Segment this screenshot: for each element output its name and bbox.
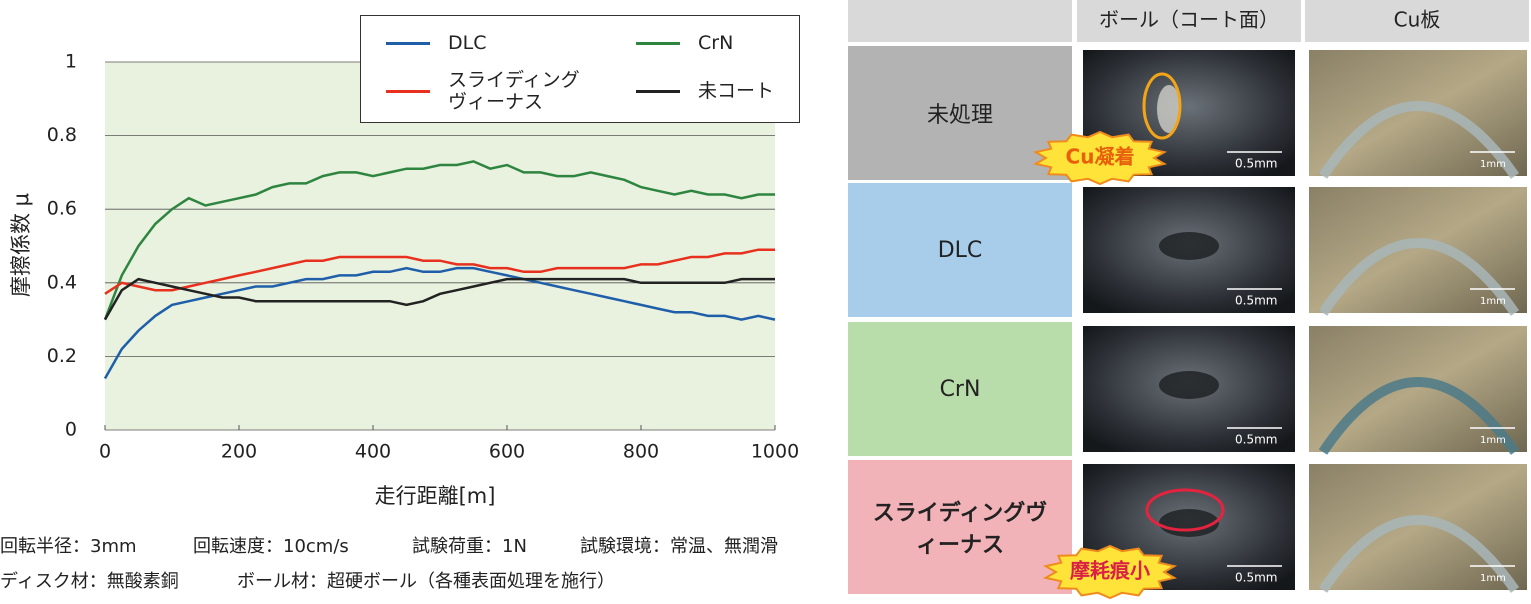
wear-track	[1318, 238, 1520, 316]
legend-label: CrN	[698, 32, 734, 54]
legend-swatch	[386, 90, 430, 93]
scale-label: 0.5mm	[1235, 571, 1277, 585]
x-tick-label: 600	[489, 441, 525, 463]
note: ディスク材：無酸素銅	[0, 571, 179, 592]
header-cell	[848, 0, 1072, 42]
badge-label: Cu凝着	[1066, 145, 1135, 169]
header-cell	[1305, 0, 1529, 42]
legend: DLC CrN スライディングヴィーナス 未コート	[360, 15, 800, 123]
wear-scar	[1159, 232, 1219, 260]
cu-image	[1309, 187, 1527, 313]
legend-label: 未コート	[698, 80, 775, 102]
wear-track	[1318, 101, 1520, 179]
x-axis-label: 走行距離[m]	[375, 484, 496, 508]
wear-scar	[1159, 509, 1219, 537]
highlight-ring	[1145, 488, 1225, 532]
row-header-cell	[848, 46, 1072, 180]
scale-label: 0.5mm	[1235, 157, 1277, 171]
wear-scar	[1159, 371, 1219, 399]
row-label: CrN	[939, 376, 981, 402]
cu-image	[1309, 50, 1527, 176]
y-tick-label: 0.8	[47, 124, 77, 146]
legend-swatch	[636, 90, 680, 93]
y-tick-label: 0.6	[47, 198, 77, 220]
y-tick-label: 0	[65, 419, 77, 441]
wear-track	[1318, 515, 1520, 593]
y-axis-label: 摩擦係数 μ	[9, 193, 33, 297]
column-header: Cu板	[1394, 8, 1441, 32]
row-header-cell	[848, 460, 1072, 594]
y-tick-label: 0.4	[47, 271, 77, 293]
note: 試験環境：常温、無潤滑	[580, 536, 778, 557]
note: ボール材：超硬ボール（各種表面処理を施行）	[237, 571, 615, 592]
header-cell	[1077, 0, 1301, 42]
cu-image	[1309, 326, 1527, 452]
column-header: ボール（コート面）	[1099, 8, 1279, 32]
data-line	[103, 277, 775, 321]
cu-image	[1309, 464, 1527, 590]
badge-label: 摩耗痕小	[1070, 559, 1150, 583]
x-tick-label: 0	[99, 441, 111, 463]
row-header-cell	[848, 322, 1072, 456]
y-tick-label: 0.2	[47, 345, 77, 367]
data-line	[103, 160, 775, 321]
x-tick-label: 400	[355, 441, 391, 463]
row-header-cell	[848, 183, 1072, 317]
x-tick-label: 1000	[751, 441, 799, 463]
badge	[1032, 130, 1168, 186]
wear-track	[1318, 377, 1520, 455]
scale-label: 1mm	[1480, 435, 1506, 446]
x-tick-label: 800	[623, 441, 659, 463]
legend-label: DLC	[448, 32, 487, 54]
scale-label: 1mm	[1480, 573, 1506, 584]
row-label: DLC	[937, 237, 983, 263]
legend-label: スライディングヴィーナス	[448, 69, 580, 113]
scale-label: 1mm	[1480, 159, 1506, 170]
note: 回転半径：3mm	[0, 536, 137, 557]
y-tick-label: 1	[65, 51, 77, 73]
row-label: スライディングヴィーナス	[872, 501, 1048, 558]
scale-label: 0.5mm	[1235, 433, 1277, 447]
note: 試験荷重：1N	[412, 536, 527, 557]
scale-label: 0.5mm	[1235, 294, 1277, 308]
note: 回転速度：10cm/s	[193, 536, 349, 557]
plot-area	[105, 62, 775, 430]
highlight-ring	[1142, 72, 1182, 140]
scale-label: 1mm	[1480, 296, 1506, 307]
legend-swatch	[636, 42, 680, 45]
x-tick-label: 200	[221, 441, 257, 463]
legend-swatch	[386, 42, 430, 45]
data-line	[104, 248, 775, 295]
badge	[1042, 544, 1178, 600]
row-label: 未処理	[926, 103, 993, 128]
wear-scar	[1157, 85, 1181, 133]
